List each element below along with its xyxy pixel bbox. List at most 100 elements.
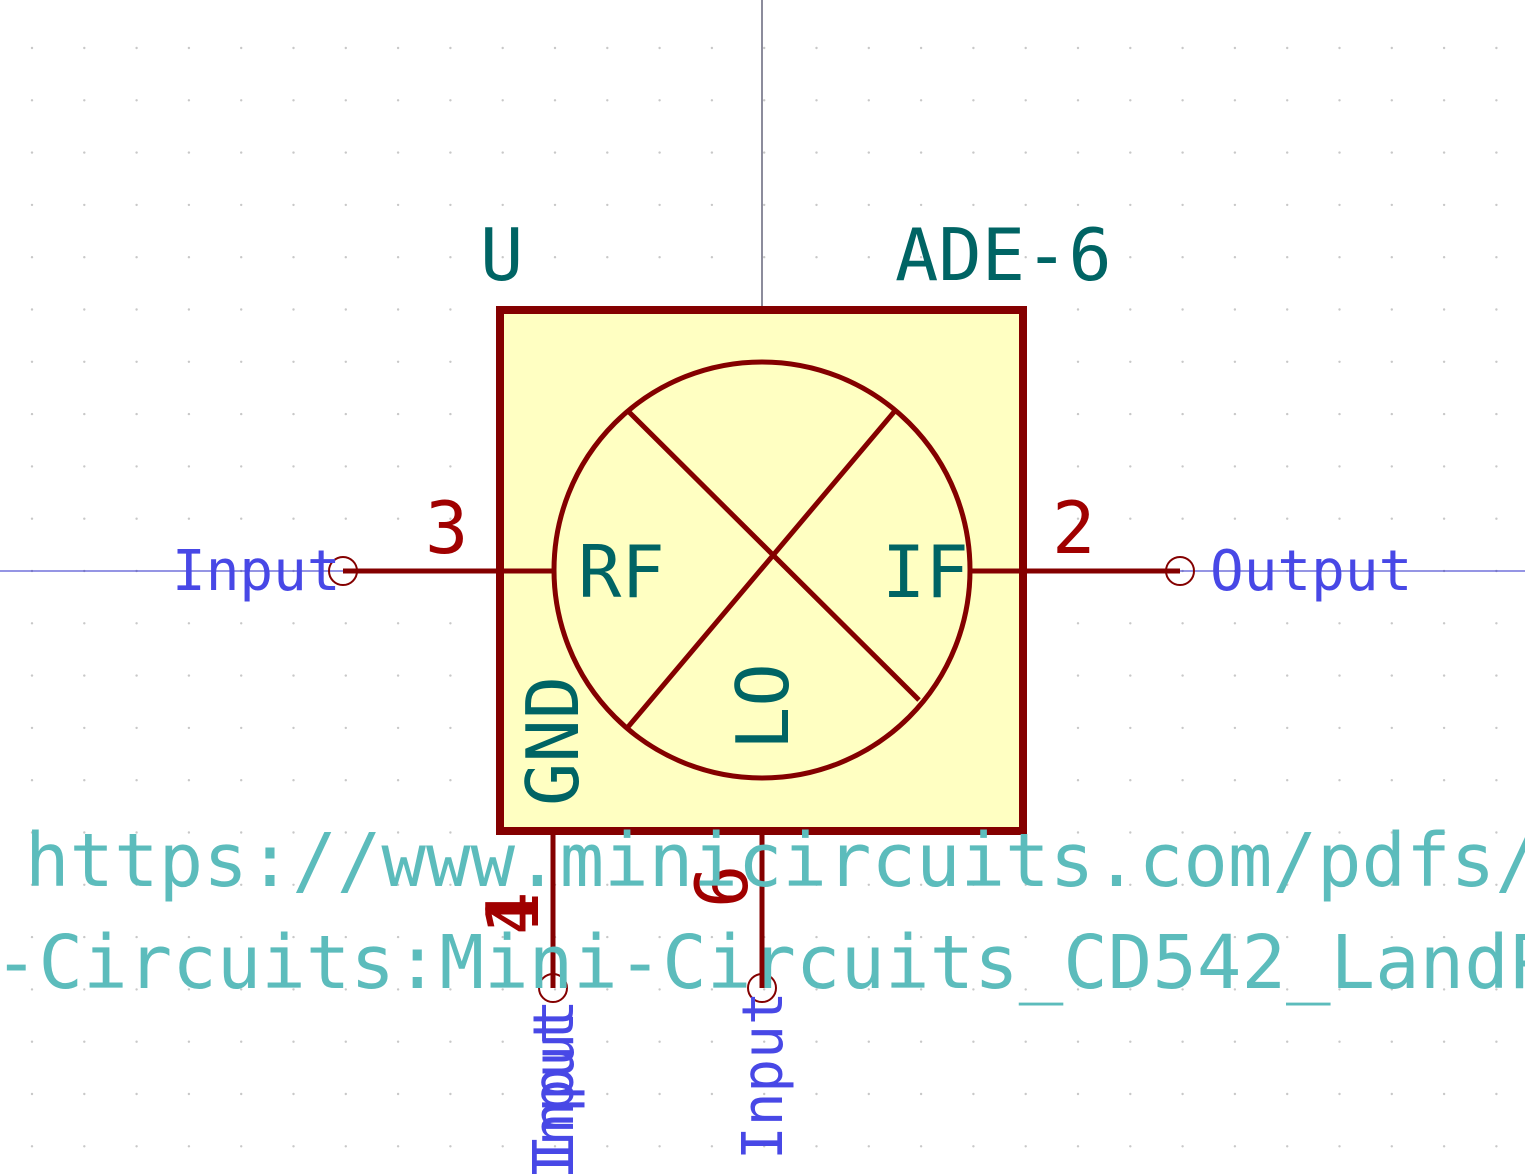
grid-dot [187,151,191,154]
grid-dot [396,622,400,625]
grid-dot [83,726,86,730]
grid-dot [1442,412,1446,416]
grid-dot [658,1092,661,1096]
pin-6-connection-point[interactable] [747,973,777,1003]
grid-dot [30,883,34,886]
grid-dot [763,99,766,102]
grid-dot [187,726,191,730]
grid-dot [1390,1040,1394,1043]
grid-dot [135,412,138,416]
grid-dot [1181,1040,1184,1043]
grid-dot [501,1145,504,1148]
grid-dot [30,1092,34,1096]
grid-dot [867,883,870,886]
pin-number-3: 3 [425,486,468,570]
grid-dot [1495,726,1498,730]
grid-dot [30,517,34,520]
grid-dot [240,988,243,991]
grid-dot [396,831,400,834]
grid-dot [83,779,86,782]
pin-type-input-left: Input [172,539,341,604]
pin-number-2: 2 [1052,486,1095,570]
grid-dot [815,99,818,102]
grid-dot [1390,831,1394,834]
grid-dot [1338,779,1341,782]
component-value[interactable]: ADE-6 [895,213,1112,297]
pin-1-4-connection-point[interactable] [538,973,568,1003]
footprint-field[interactable]: -Circuits:Mini-Circuits_CD542_LandPat [0,920,1525,1006]
grid-dot [972,203,975,207]
grid-dot [553,1040,557,1043]
grid-dot [187,1040,191,1043]
grid-dot [83,465,86,468]
grid-dot [919,256,923,259]
grid-dot [449,256,452,259]
grid-dot [30,465,34,468]
grid-dot [1338,360,1341,363]
grid-dot [1129,203,1132,207]
grid-dot [919,99,923,102]
grid-dot [187,203,191,207]
grid-dot [135,203,138,207]
grid-dot [1181,46,1184,50]
grid-dot [292,1145,295,1148]
grid-dot [867,935,870,939]
grid-dot [396,99,400,102]
grid-dot [240,465,243,468]
grid-dot [187,883,191,886]
grid-dot [1024,1040,1027,1043]
grid-dot [1233,308,1237,311]
grid-dot [135,99,138,102]
grid-dot [1495,465,1498,468]
grid-dot [1024,256,1027,259]
datasheet-field[interactable]: https://www.minicircuits.com/pdfs/AD [25,818,1525,904]
grid-dot [344,99,347,102]
grid-dot [1442,779,1446,782]
grid-dot [187,779,191,782]
reference-designator[interactable]: U [480,213,523,297]
grid-dot [30,935,34,939]
grid-dot [1442,360,1446,363]
grid-dot [1233,935,1237,939]
grid-dot [1129,726,1132,730]
grid-dot [1442,203,1446,207]
pin-2-connection-point[interactable] [1165,556,1195,586]
grid-dot [1338,988,1341,991]
grid-dot [344,1040,347,1043]
grid-dot [606,935,609,939]
grid-dot [1233,517,1237,520]
grid-dot [240,151,243,154]
grid-dot [867,1145,870,1148]
grid-dot [292,779,295,782]
grid-dot [1338,203,1341,207]
grid-dot [919,1092,923,1096]
grid-dot [344,46,347,50]
grid-dot [30,99,34,102]
grid-dot [867,151,870,154]
mixer-cross-line-b [626,410,896,729]
grid-dot [1181,517,1184,520]
grid-dot [658,256,661,259]
grid-dot [972,1092,975,1096]
grid-dot [1286,988,1289,991]
grid-dot [972,99,975,102]
grid-dot [187,1145,191,1148]
grid-dot [83,99,86,102]
grid-dot [815,46,818,50]
grid-dot [292,46,295,50]
grid-dot [1181,831,1184,834]
grid-dot [135,308,138,311]
grid-dot [1338,465,1341,468]
grid-dot [344,1092,347,1096]
pin-number-4: 4 [471,892,555,935]
grid-dot [1338,831,1341,834]
grid-dot [1233,622,1237,625]
grid-dot [83,256,86,259]
grid-dot [135,465,138,468]
grid-dot [396,1092,400,1096]
grid-dot [501,935,504,939]
grid-dot [449,412,452,416]
pin-3-connection-point[interactable] [328,556,358,586]
grid-dot [1233,46,1237,50]
